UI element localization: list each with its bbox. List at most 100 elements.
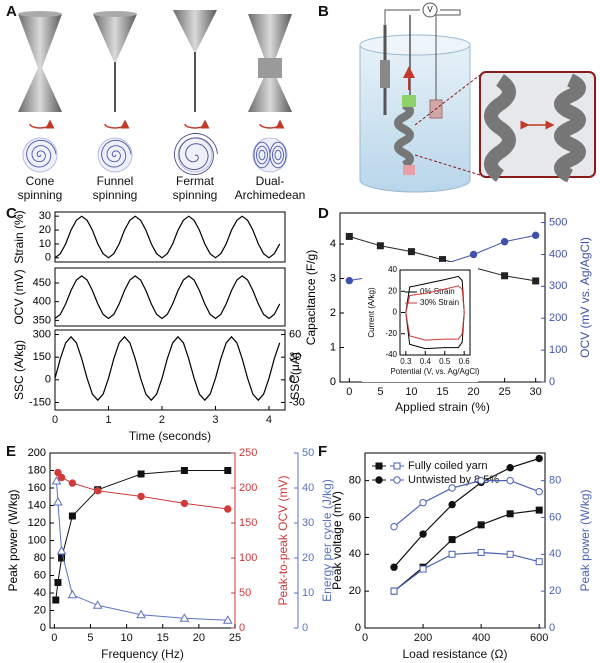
plot-frame: [364, 452, 546, 629]
tick-label: 450: [33, 277, 51, 289]
point: [137, 492, 145, 501]
axis-title: OCV (mV): [12, 269, 26, 324]
point: [535, 558, 543, 566]
point: [407, 248, 415, 256]
tick-label: 2: [330, 307, 336, 319]
legend-marker: [375, 476, 383, 484]
tick-label: 0: [289, 374, 295, 386]
tick-label: 200: [28, 447, 46, 459]
point: [224, 467, 232, 474]
point: [448, 536, 456, 544]
tick-label: 40: [34, 587, 46, 599]
point: [92, 600, 103, 609]
tick-label: 10: [39, 238, 51, 250]
tick-label: 300: [33, 328, 51, 340]
spiral-patterns: [22, 133, 288, 176]
point: [477, 521, 485, 529]
tick-label: 0: [549, 376, 555, 388]
tick-label: 250: [239, 447, 257, 459]
tick-label: 350: [33, 314, 51, 326]
point: [179, 613, 190, 622]
tick-label: 0: [239, 622, 245, 634]
panel-label: B: [318, 3, 329, 20]
tick-label: 80: [34, 552, 46, 564]
legend-marker: [393, 476, 401, 484]
tick-label: 0.4: [420, 357, 432, 366]
plot-frame: [399, 269, 471, 356]
tick-label: 15: [436, 386, 448, 398]
point: [500, 237, 509, 246]
tick-label: 30: [530, 386, 542, 398]
series-line: [57, 472, 228, 510]
axis-title: Frequency (Hz): [101, 647, 184, 661]
tick-label: 200: [549, 312, 567, 324]
point: [93, 487, 102, 495]
tick-label: 10: [120, 632, 132, 644]
point: [54, 579, 62, 586]
spiral: [101, 139, 132, 168]
tick-label: 20: [39, 224, 51, 236]
point: [180, 467, 188, 474]
tick-label: 1: [105, 414, 111, 426]
funnel-spinning-shape: [93, 11, 137, 112]
tick-label: 400: [549, 248, 567, 260]
legend-label: Untwisted by 8.5%: [408, 474, 499, 486]
tick-label: 40: [388, 265, 397, 274]
tick-label: 30: [302, 517, 314, 529]
tick-label: 0: [302, 622, 308, 634]
tick-label: 100: [239, 552, 257, 564]
panel-label: A: [6, 3, 17, 20]
tick-label: 20: [302, 552, 314, 564]
tick-label: 3: [330, 272, 336, 284]
tick-label: 100: [549, 344, 567, 356]
point: [53, 496, 63, 506]
tick-label: 20: [34, 604, 46, 616]
tick-label: 60: [34, 569, 46, 581]
axis-title: Peak power (W/kg): [6, 489, 20, 591]
panel-label: D: [318, 205, 329, 222]
legend-marker: [393, 462, 401, 470]
point: [535, 506, 543, 514]
series-line: [393, 551, 540, 592]
axis-title: SSC (A/kg): [12, 340, 26, 400]
tick-label: 0: [549, 622, 555, 634]
point: [506, 550, 514, 558]
point: [54, 468, 62, 477]
point: [531, 231, 540, 240]
axis-title: Energy per cycle (J/kg): [320, 479, 334, 602]
tick-label: 80: [549, 475, 561, 487]
caption: Funnel: [97, 174, 134, 188]
legend-marker: [375, 462, 383, 470]
tick-label: 0: [362, 632, 368, 644]
point: [180, 499, 189, 508]
point: [448, 484, 456, 492]
axis-title: Load resistance (Ω): [402, 647, 507, 661]
tick-label: 0.6: [459, 357, 471, 366]
legend-label: 30% Strain: [420, 298, 459, 307]
tick-label: 0: [346, 386, 352, 398]
point: [477, 548, 485, 556]
tick-label: 4: [330, 238, 336, 250]
axis-title: SSC(μA): [288, 352, 302, 400]
tick-label: 400: [33, 296, 51, 308]
series-line: [393, 509, 540, 592]
inset-background: [362, 262, 478, 382]
point: [535, 487, 543, 496]
tick-label: 80: [349, 475, 361, 487]
tick-label: 25: [498, 386, 510, 398]
axis-title: Potential (V, vs. Ag/AgCl): [390, 367, 479, 376]
axis-title: Applied strain (%): [395, 400, 490, 414]
tick-label: 20: [349, 585, 361, 597]
caption: spinning: [173, 188, 218, 202]
fermat-spinning-shape: [173, 10, 217, 112]
tick-label: 0.3: [400, 357, 412, 366]
tick-label: 100: [28, 534, 46, 546]
tick-label: 40: [349, 548, 361, 560]
point: [57, 473, 66, 482]
tick-label: 0: [393, 308, 398, 317]
tick-label: 10: [405, 386, 417, 398]
axis-title: Peak power (W/kg): [578, 489, 592, 591]
caption: Cone: [26, 174, 55, 188]
tick-label: -40: [385, 350, 397, 359]
